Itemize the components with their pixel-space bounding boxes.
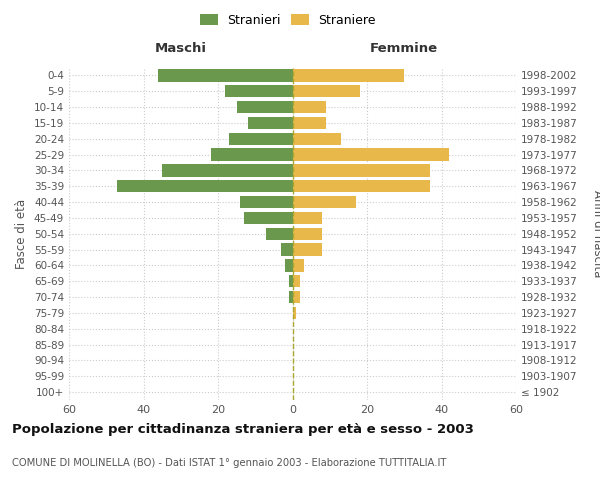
Bar [162,164,293,176]
Bar [293,212,322,224]
Bar [293,132,341,145]
Y-axis label: Fasce di età: Fasce di età [16,198,28,269]
Bar [248,116,293,129]
Text: Popolazione per cittadinanza straniera per età e sesso - 2003: Popolazione per cittadinanza straniera p… [12,422,474,436]
Bar [236,101,293,114]
Bar [293,244,322,256]
Bar [293,306,296,319]
Text: Femmine: Femmine [370,42,439,55]
Bar [266,228,293,240]
Bar [244,212,293,224]
Bar [293,180,430,192]
Bar [118,180,293,192]
Bar [293,164,430,176]
Bar [289,291,293,304]
Legend: Stranieri, Straniere: Stranieri, Straniere [200,14,376,26]
Bar [293,228,322,240]
Bar [226,85,293,98]
Bar [293,148,449,161]
Bar [293,101,326,114]
Bar [211,148,293,161]
Bar [241,196,293,208]
Bar [158,69,293,82]
Text: Anni di nascita: Anni di nascita [590,190,600,278]
Bar [293,275,300,287]
Bar [293,196,356,208]
Text: COMUNE DI MOLINELLA (BO) - Dati ISTAT 1° gennaio 2003 - Elaborazione TUTTITALIA.: COMUNE DI MOLINELLA (BO) - Dati ISTAT 1°… [12,458,446,468]
Bar [293,291,300,304]
Bar [293,85,359,98]
Bar [285,259,293,272]
Text: Maschi: Maschi [155,42,207,55]
Bar [229,132,293,145]
Bar [289,275,293,287]
Bar [293,69,404,82]
Bar [293,259,304,272]
Bar [281,244,293,256]
Bar [293,116,326,129]
